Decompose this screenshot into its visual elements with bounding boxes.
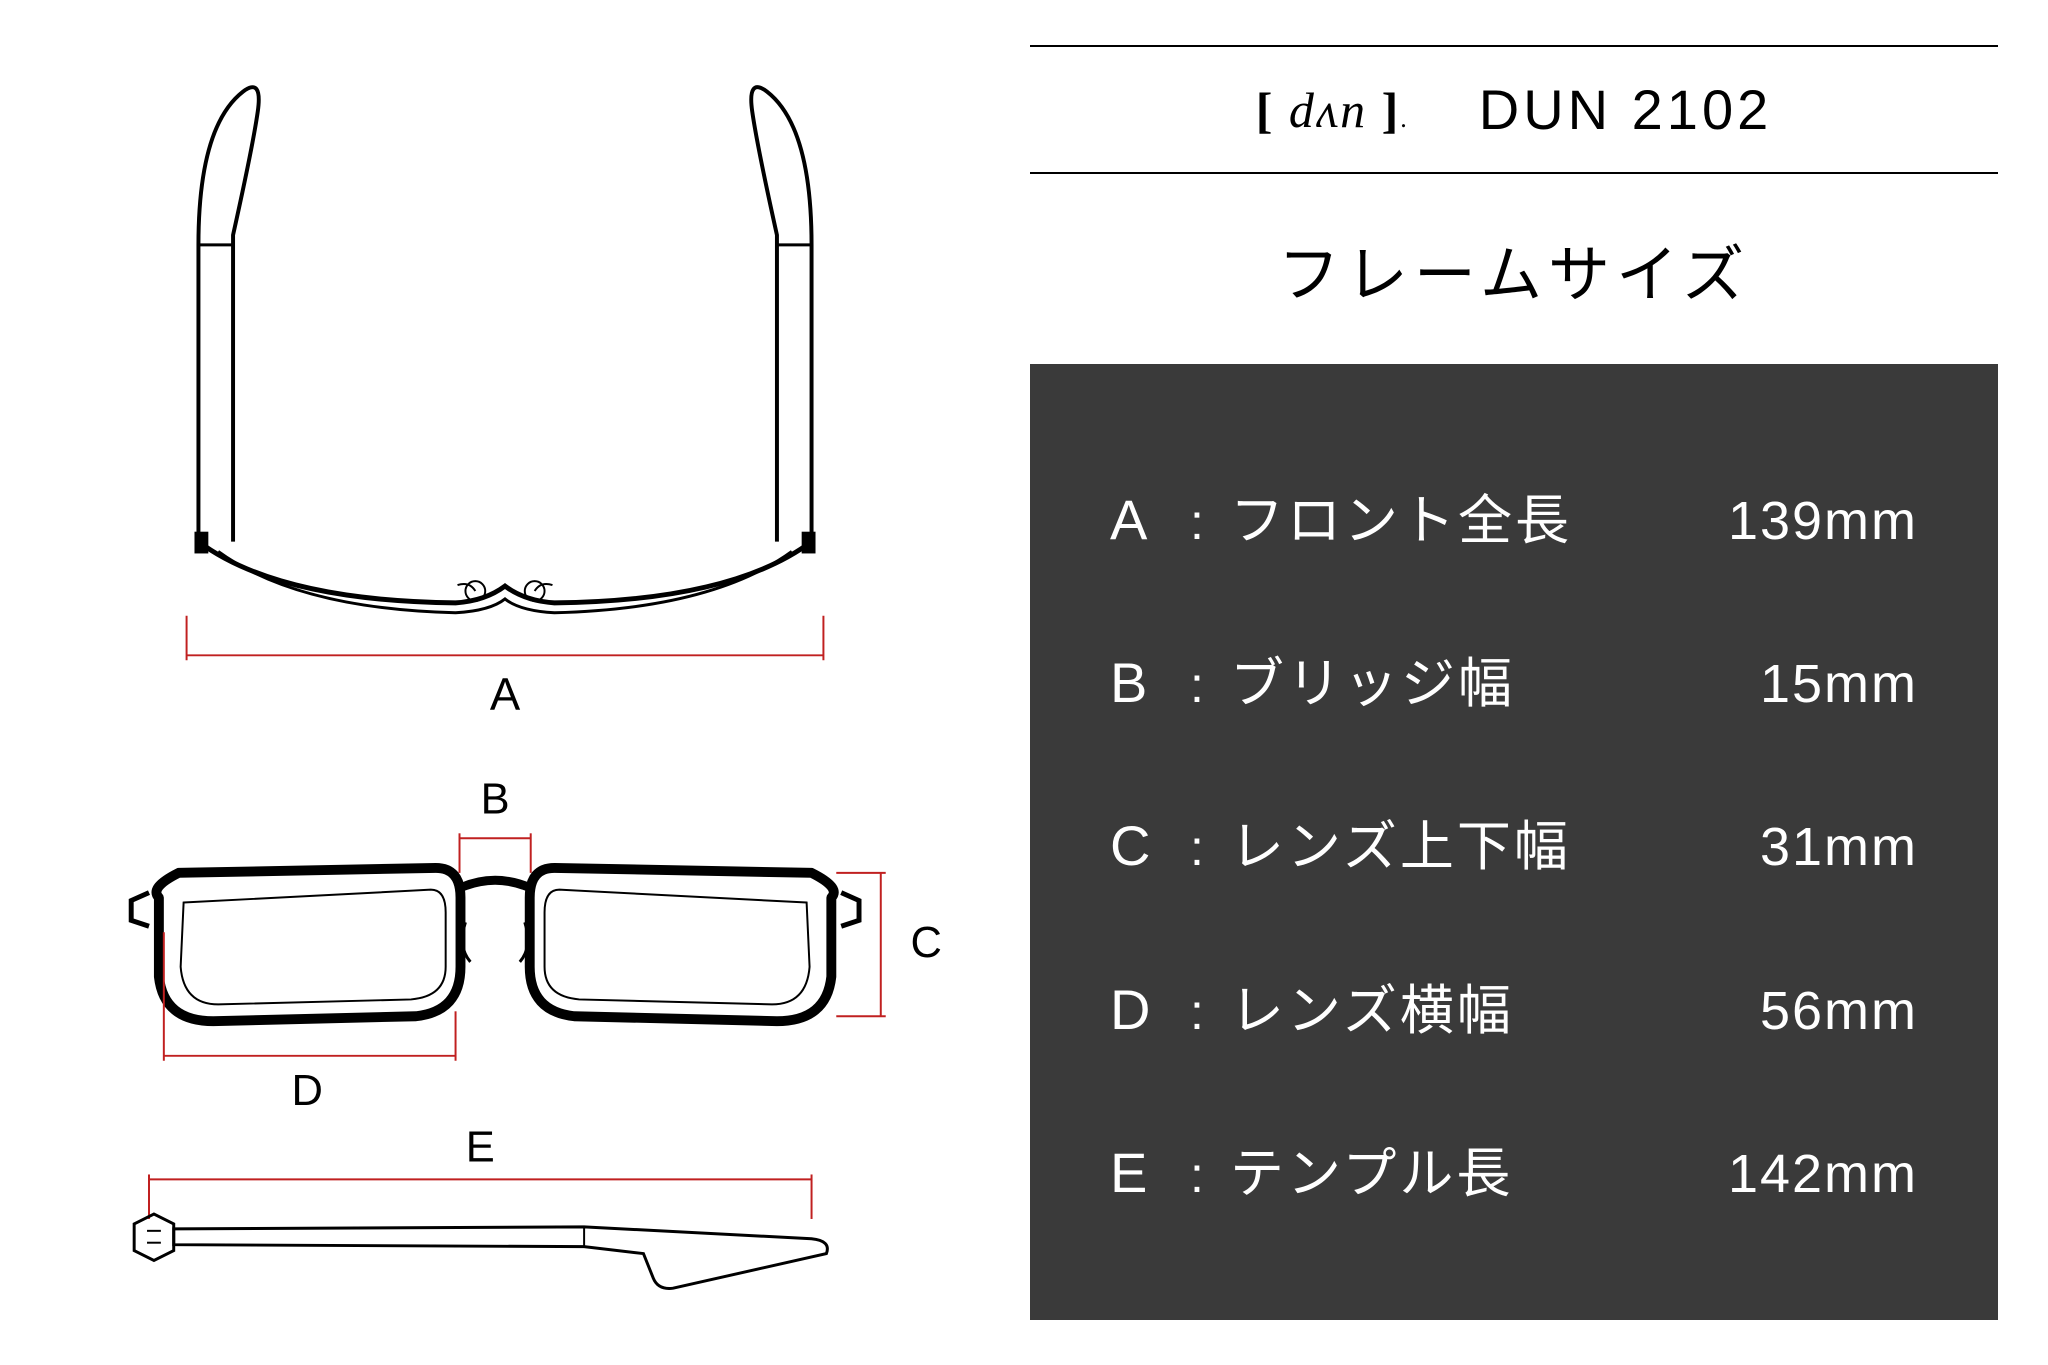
spec-row-b: B : ブリッジ幅 15mm <box>1110 639 1918 718</box>
spec-label: ブリッジ幅 <box>1230 639 1698 718</box>
dimension-a: A <box>187 616 824 720</box>
spec-colon: : <box>1190 493 1230 551</box>
spec-colon: : <box>1190 1146 1230 1204</box>
top-view: A <box>187 87 824 720</box>
model-number: DUN 2102 <box>1479 77 1772 142</box>
frame-diagram-svg: A B <box>60 40 950 1325</box>
side-view: E <box>134 1124 827 1289</box>
spec-row-e: E : テンプル長 142mm <box>1110 1129 1918 1208</box>
dimension-c: C <box>836 873 942 1016</box>
dimension-e: E <box>149 1124 812 1219</box>
spec-panel: [ dʌn ]. DUN 2102 フレームサイズ A : フロント全長 139… <box>1010 0 2048 1365</box>
spec-row-a: A : フロント全長 139mm <box>1110 476 1918 555</box>
spec-label: レンズ上下幅 <box>1230 802 1698 881</box>
spec-value: 139mm <box>1698 490 1918 552</box>
dim-label-b: B <box>481 776 510 824</box>
spec-label: レンズ横幅 <box>1230 966 1698 1045</box>
spec-table: A : フロント全長 139mm B : ブリッジ幅 15mm C : レンズ上… <box>1030 364 1998 1320</box>
front-view: B C <box>131 776 942 1116</box>
spec-value: 56mm <box>1698 980 1918 1042</box>
spec-value: 15mm <box>1698 653 1918 715</box>
spec-value: 31mm <box>1698 816 1918 878</box>
dim-label-a: A <box>490 669 521 720</box>
brand-logo: [ dʌn ]. <box>1256 81 1409 139</box>
spec-key: C <box>1110 813 1190 878</box>
spec-key: E <box>1110 1140 1190 1205</box>
dim-label-e: E <box>466 1124 495 1172</box>
spec-label: フロント全長 <box>1230 476 1698 555</box>
spec-key: D <box>1110 977 1190 1042</box>
dim-label-c: C <box>910 919 941 967</box>
spec-row-c: C : レンズ上下幅 31mm <box>1110 802 1918 881</box>
spec-label: テンプル長 <box>1230 1129 1698 1208</box>
spec-colon: : <box>1190 656 1230 714</box>
dim-label-d: D <box>292 1067 323 1115</box>
spec-row-d: D : レンズ横幅 56mm <box>1110 966 1918 1045</box>
spec-key: A <box>1110 487 1190 552</box>
dimension-b: B <box>460 776 531 873</box>
spec-colon: : <box>1190 819 1230 877</box>
spec-value: 142mm <box>1698 1143 1918 1205</box>
diagram-panel: A B <box>0 0 1010 1365</box>
spec-colon: : <box>1190 983 1230 1041</box>
spec-key: B <box>1110 650 1190 715</box>
frame-size-title: フレームサイズ <box>1030 174 1998 364</box>
header-box: [ dʌn ]. DUN 2102 <box>1030 45 1998 174</box>
